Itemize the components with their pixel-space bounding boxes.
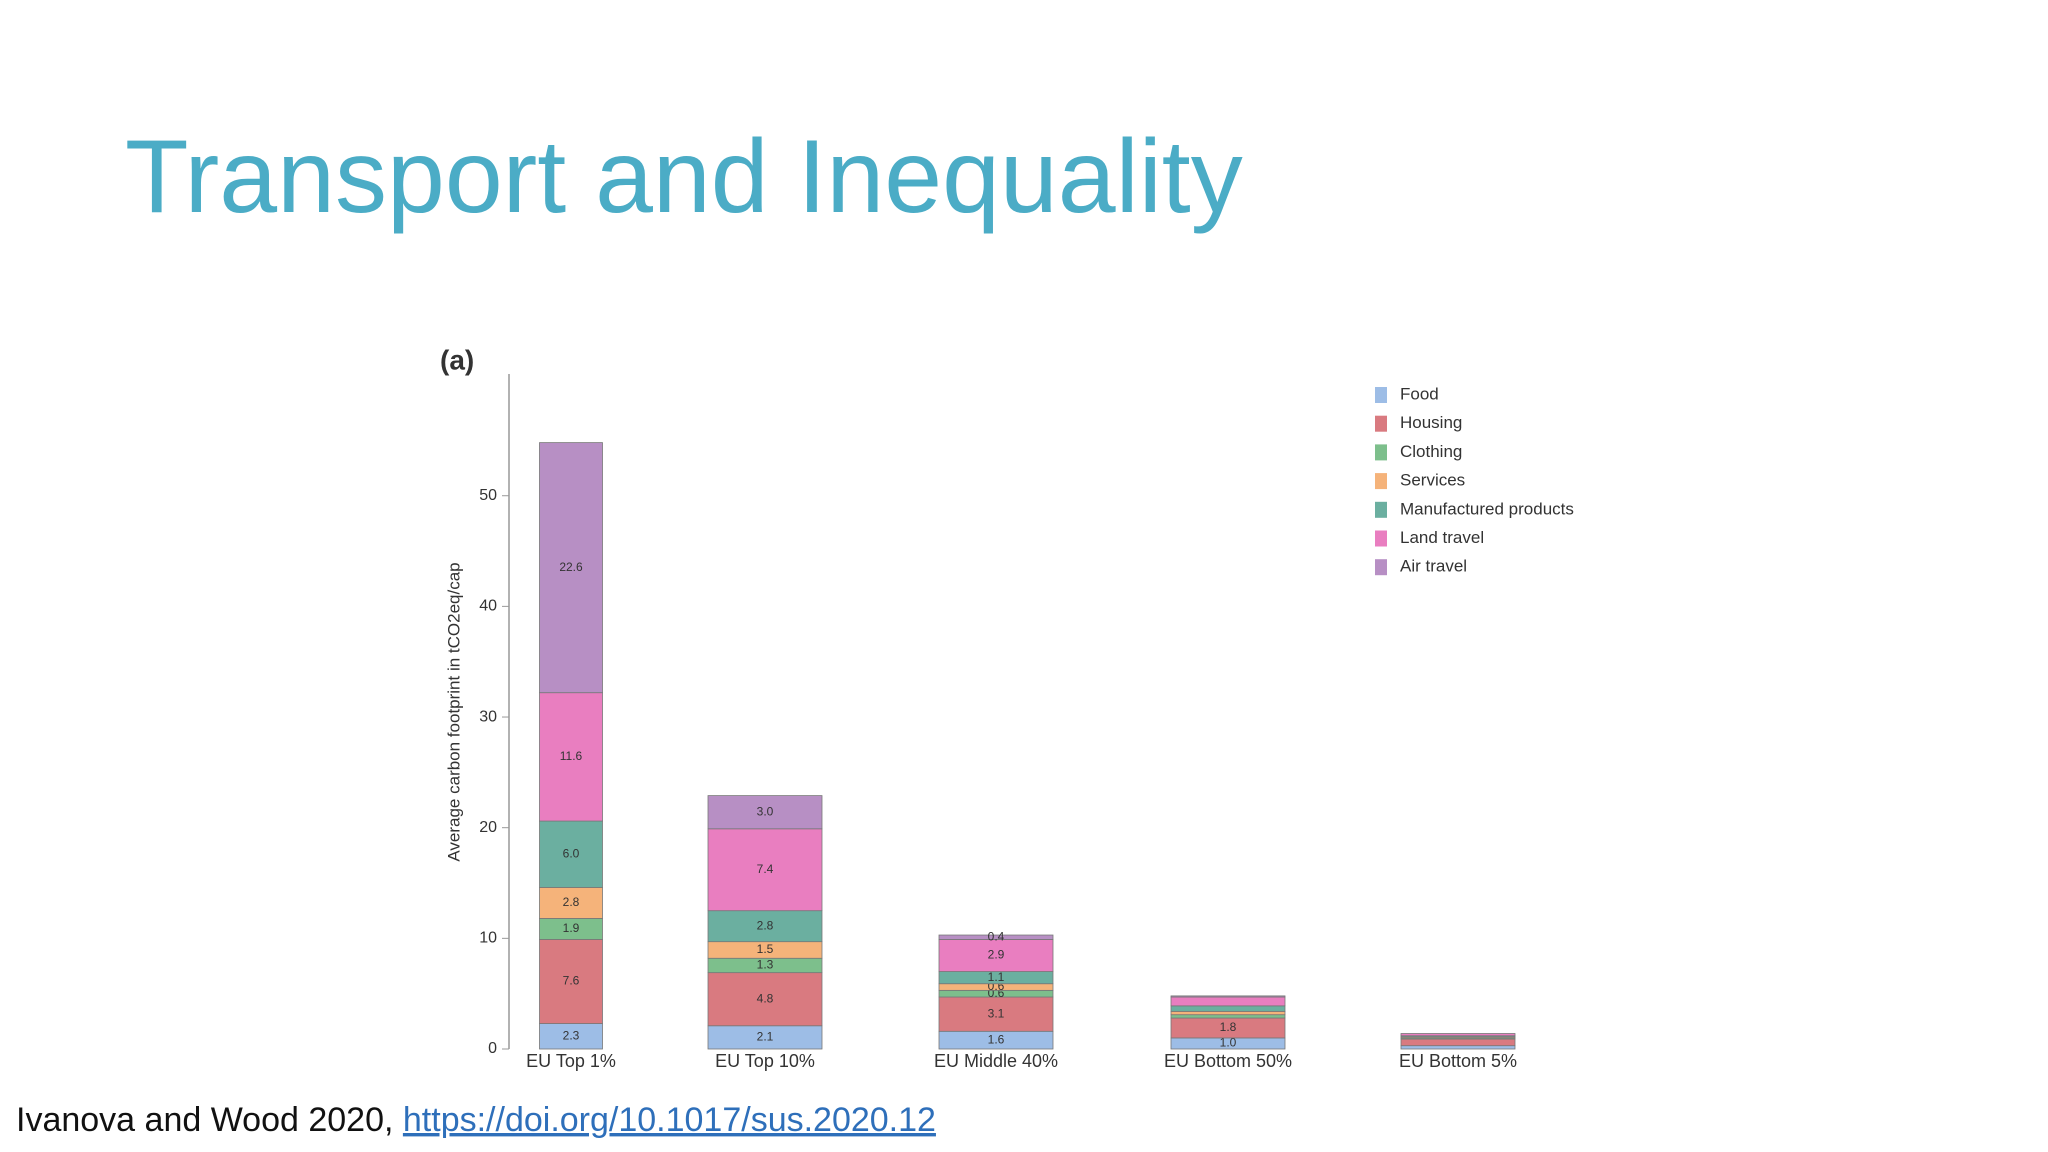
- bar-segment: [1170, 996, 1286, 1007]
- bar-segment: [1170, 1014, 1286, 1019]
- bar-segment: [539, 939, 603, 1024]
- legend-swatch: [1375, 501, 1387, 518]
- legend-label: Clothing: [1400, 442, 1462, 461]
- bar-segment: [938, 934, 1054, 940]
- y-tick-label: 30: [479, 708, 497, 725]
- panel-label: (a): [440, 344, 474, 375]
- x-tick-label: EU Top 1%: [526, 1051, 616, 1071]
- data-label: 1.8: [1220, 1020, 1237, 1034]
- legend-label: Food: [1400, 384, 1439, 403]
- bar-segment: [1400, 1038, 1516, 1047]
- bar-segment: [1400, 1033, 1516, 1037]
- citation-link[interactable]: https://doi.org/10.1017/sus.2020.12: [403, 1101, 936, 1139]
- bar-segment: [539, 442, 603, 694]
- x-tick-label: EU Top 10%: [715, 1051, 815, 1071]
- data-label: 0.4: [988, 929, 1005, 943]
- y-tick-label: 0: [488, 1040, 497, 1057]
- bar-segment: [707, 972, 823, 1027]
- data-label: 1.6: [988, 1032, 1005, 1046]
- bar-segment: [539, 887, 603, 919]
- data-label: 1.9: [563, 921, 580, 935]
- data-label: 3.0: [757, 804, 774, 818]
- legend-swatch: [1375, 444, 1387, 461]
- data-label: 6.0: [563, 846, 580, 860]
- bar-segment: [938, 939, 1054, 972]
- bar-segment: [938, 996, 1054, 1032]
- bar-segment: [539, 692, 603, 822]
- data-label: 3.1: [988, 1006, 1005, 1020]
- legend-label: Land travel: [1400, 528, 1484, 547]
- legend-label: Manufactured products: [1400, 499, 1574, 518]
- y-tick-label: 40: [479, 598, 497, 615]
- legend-label: Housing: [1400, 413, 1462, 432]
- data-label: 2.8: [563, 895, 580, 909]
- data-label: 7.6: [563, 974, 580, 988]
- bar-segment: [539, 820, 603, 888]
- bar-segment: [707, 828, 823, 912]
- data-label: 11.6: [560, 749, 583, 763]
- y-tick-label: 10: [479, 930, 497, 947]
- data-label: 22.6: [559, 560, 583, 574]
- legend-label: Air travel: [1400, 557, 1467, 576]
- x-tick-label: EU Middle 40%: [934, 1051, 1058, 1071]
- data-label: 4.8: [757, 991, 774, 1005]
- y-tick-label: 20: [479, 819, 497, 836]
- data-label: 2.9: [988, 948, 1005, 962]
- legend-swatch: [1375, 559, 1387, 576]
- legend-swatch: [1375, 387, 1387, 403]
- citation-text: Ivanova and Wood 2020,: [16, 1101, 403, 1139]
- data-label: 1.0: [1220, 1036, 1237, 1050]
- bar-segment: [1400, 1045, 1516, 1050]
- data-label: 1.1: [988, 970, 1005, 984]
- bar-segment: [1170, 1010, 1286, 1016]
- data-label: 1.5: [757, 942, 774, 956]
- citation: Ivanova and Wood 2020, https://doi.org/1…: [16, 1101, 936, 1139]
- bar-segment: [1170, 1005, 1286, 1012]
- x-tick-label: EU Bottom 50%: [1164, 1051, 1292, 1071]
- x-tick-label: EU Bottom 5%: [1399, 1051, 1517, 1071]
- data-label: 1.3: [757, 958, 774, 972]
- bar-segment: [1170, 995, 1286, 998]
- data-label: 7.4: [757, 862, 774, 876]
- bar-segment: [707, 795, 823, 830]
- legend-swatch: [1375, 473, 1387, 490]
- slide-title: Transport and Inequality: [125, 119, 1243, 235]
- data-label: 2.1: [757, 1030, 774, 1044]
- legend-label: Services: [1400, 471, 1465, 490]
- data-label: 2.3: [563, 1028, 580, 1042]
- y-tick-label: 50: [479, 487, 497, 504]
- y-axis-label: Average carbon footprint in tCO2eq/cap: [444, 562, 463, 861]
- legend-swatch: [1375, 530, 1387, 547]
- data-label: 2.8: [757, 918, 774, 932]
- legend-swatch: [1375, 415, 1387, 432]
